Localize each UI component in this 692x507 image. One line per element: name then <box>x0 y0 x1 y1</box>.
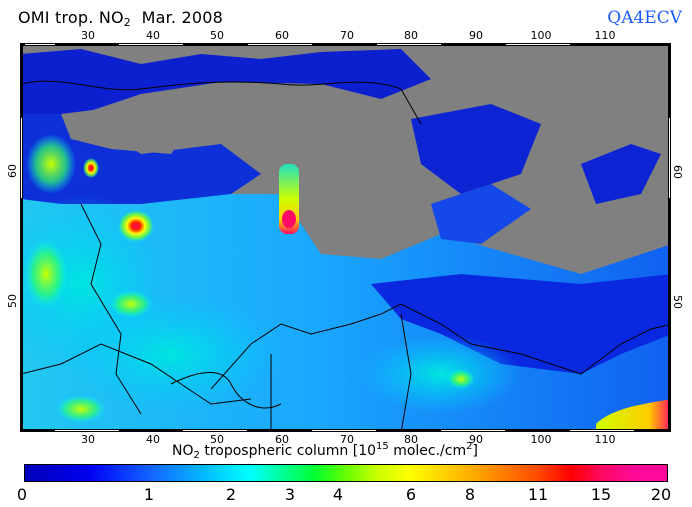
lon-tick-top: 110 <box>594 29 616 42</box>
colorbar-segment <box>217 465 250 481</box>
lon-tick-bottom: 30 <box>81 433 95 446</box>
axis-segment <box>183 430 247 431</box>
label-sub: 2 <box>193 450 200 461</box>
lon-tick-top: 40 <box>146 29 160 42</box>
lon-tick-bottom: 60 <box>275 433 289 446</box>
label-part: ] <box>472 443 478 459</box>
colorbar-segment <box>634 465 667 481</box>
label-sup: 15 <box>376 441 389 452</box>
lat-tick-left: 50 <box>6 294 19 308</box>
lon-tick-top: 50 <box>210 29 224 42</box>
colorbar-label: NO2 tropospheric column [1015 molec./cm2… <box>172 441 478 461</box>
left-axis <box>20 43 23 432</box>
lon-tick-top: 60 <box>275 29 289 42</box>
colorbar-segment <box>474 465 507 481</box>
right-axis <box>668 43 671 432</box>
no2-raster <box>21 49 670 431</box>
lon-tick-top: 90 <box>469 29 483 42</box>
top-axis <box>20 43 671 46</box>
brand-label: QA4ECV <box>607 8 682 28</box>
colorbar-tick: 2 <box>225 485 237 504</box>
title-text: OMI trop. NO <box>18 8 124 27</box>
colorbar-segment <box>25 465 58 481</box>
colorbar-tick: 8 <box>464 485 476 504</box>
lat-tick-right: 50 <box>671 295 684 309</box>
colorbar-segment <box>442 465 475 481</box>
axis-segment <box>312 430 376 431</box>
title-date: Mar. 2008 <box>141 8 223 27</box>
title-subscript: 2 <box>123 16 131 29</box>
axis-segment <box>119 44 183 45</box>
colorbar-segment <box>378 465 411 481</box>
colorbar-segment <box>410 465 443 481</box>
axis-segment <box>669 118 670 198</box>
lon-tick-top: 80 <box>404 29 418 42</box>
axis-segment <box>25 44 55 45</box>
plot-title: OMI trop. NO2 Mar. 2008 <box>18 8 223 29</box>
lon-tick-bottom: 80 <box>404 433 418 446</box>
lon-tick-top: 30 <box>81 29 95 42</box>
label-sup: 2 <box>466 441 473 452</box>
label-part: molec./cm <box>388 443 467 459</box>
colorbar-segment <box>89 465 122 481</box>
colorbar-tick: 6 <box>405 485 417 504</box>
colorbar-tick: 15 <box>590 485 612 504</box>
colorbar-segment <box>57 465 90 481</box>
colorbar-segment <box>249 465 282 481</box>
axis-segment <box>377 44 441 45</box>
lon-tick-bottom: 50 <box>210 433 224 446</box>
colorbar-segment <box>281 465 314 481</box>
lon-tick-bottom: 100 <box>530 433 552 446</box>
colorbar-tick: 1 <box>143 485 155 504</box>
colorbar-tick: 20 <box>650 485 672 504</box>
colorbar-segment <box>602 465 635 481</box>
lat-tick-right: 60 <box>671 165 684 179</box>
colorbar-segment <box>345 465 379 481</box>
colorbar-segment <box>506 465 539 481</box>
colorbar-segment <box>538 465 571 481</box>
axis-segment <box>570 430 634 431</box>
colorbar-segment <box>313 465 346 481</box>
lon-tick-bottom: 90 <box>469 433 483 446</box>
axis-segment <box>441 430 505 431</box>
colorbar-segment <box>185 465 218 481</box>
label-part: tropospheric column [10 <box>199 443 377 459</box>
colorbar-tick: 0 <box>16 485 28 504</box>
colorbar-segment <box>121 465 154 481</box>
axis-segment <box>21 118 22 198</box>
colorbar-tick: 4 <box>332 485 344 504</box>
label-part: NO <box>172 443 194 459</box>
axis-segment <box>55 430 119 431</box>
axis-segment <box>506 44 570 45</box>
colorbar <box>24 464 668 482</box>
lon-tick-bottom: 70 <box>340 433 354 446</box>
lon-tick-top: 100 <box>530 29 552 42</box>
lon-tick-bottom: 40 <box>146 433 160 446</box>
map-panel <box>20 43 671 432</box>
colorbar-segment <box>570 465 603 481</box>
colorbar-tick: 3 <box>284 485 296 504</box>
lat-tick-left: 60 <box>6 164 19 178</box>
colorbar-segment <box>153 465 186 481</box>
axis-segment <box>248 44 312 45</box>
colorbar-tick: 11 <box>527 485 549 504</box>
lon-tick-bottom: 110 <box>594 433 616 446</box>
lon-tick-top: 70 <box>340 29 354 42</box>
